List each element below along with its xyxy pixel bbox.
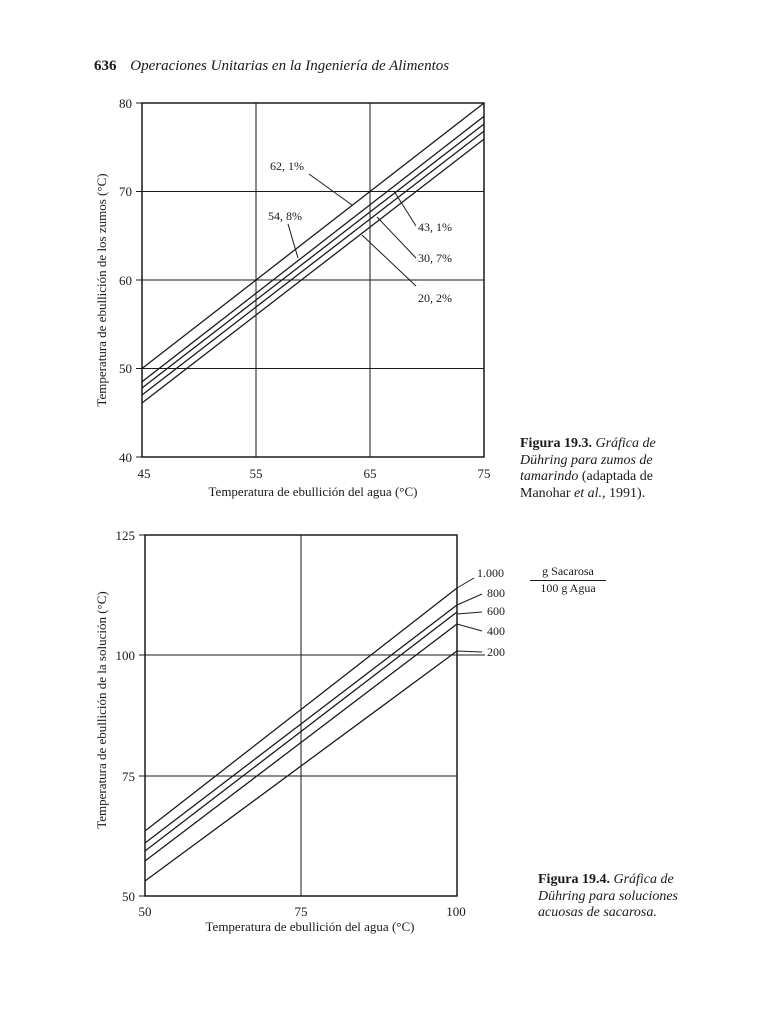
- series-line-43-1: [141, 123, 485, 389]
- leader-62-1: [308, 173, 353, 206]
- page-header: 636 Operaciones Unitarias en la Ingenier…: [94, 58, 449, 75]
- ytick-label: 70: [119, 184, 132, 199]
- series-line-54-8: [141, 115, 485, 383]
- ytick-label: 125: [116, 528, 136, 543]
- caption-etal: et al.: [574, 485, 603, 501]
- leader-400: [456, 623, 483, 632]
- series-label-400: 400: [487, 624, 505, 638]
- ytick-label: 75: [122, 769, 135, 784]
- xtick-label: 50: [139, 904, 152, 919]
- series-line-800: [144, 604, 458, 844]
- figure-19-4-caption: Figura 19.4. Gráfica de Dühring para sol…: [538, 872, 678, 922]
- caption-source: (adaptada de Manohar: [520, 469, 653, 501]
- units-fraction: g Sacarosa 100 g Agua: [530, 564, 606, 596]
- page-number: 636: [94, 58, 117, 74]
- xtick-label: 75: [295, 904, 308, 919]
- series-line-30-7: [141, 130, 485, 396]
- ytick-label: 50: [122, 889, 135, 904]
- series-label-800: 800: [487, 586, 505, 600]
- caption-title: Gráfica de Dühring para zumos de tamarin…: [520, 436, 656, 484]
- leader-54-8: [287, 223, 299, 259]
- series-label-1000: 1.000: [477, 566, 504, 580]
- series-line-20-2: [141, 138, 485, 404]
- leader-600: [456, 611, 483, 615]
- book-title: Operaciones Unitarias en la Ingeniería d…: [130, 58, 450, 74]
- y-axis-title: Temperatura de ebullición de los zumos (…: [94, 173, 109, 406]
- xtick-label: 55: [250, 466, 263, 481]
- ytick-label: 80: [119, 96, 132, 111]
- series-label-62-1: 62, 1%: [270, 159, 304, 173]
- xtick-label: 75: [478, 466, 491, 481]
- caption-year: , 1991).: [602, 485, 646, 501]
- leader-30-7: [376, 216, 417, 259]
- series-label-43-1: 43, 1%: [418, 220, 452, 234]
- xtick-label: 45: [138, 466, 151, 481]
- figure-19-3-caption: Figura 19.3. Gráfica de Dühring para zum…: [520, 436, 700, 502]
- ytick-label: 50: [119, 361, 132, 376]
- x-axis-title: Temperatura de ebullición del agua (°C): [209, 484, 418, 499]
- caption-figure-number: Figura 19.3.: [520, 436, 592, 451]
- series-line-600: [144, 611, 458, 852]
- ytick-label: 40: [119, 450, 132, 465]
- units-numerator: g Sacarosa: [530, 564, 606, 581]
- series-label-20-2: 20, 2%: [418, 291, 452, 305]
- leader-200: [456, 650, 483, 653]
- series-label-30-7: 30, 7%: [418, 251, 452, 265]
- series-line-200: [144, 650, 458, 882]
- leader-800: [456, 593, 483, 606]
- series-label-54-8: 54, 8%: [268, 209, 302, 223]
- series-label-600: 600: [487, 604, 505, 618]
- series-line-400: [144, 623, 458, 862]
- xtick-label: 65: [364, 466, 377, 481]
- ytick-label: 60: [119, 273, 132, 288]
- series-line-62-1: [141, 102, 485, 370]
- units-denominator: 100 g Agua: [540, 581, 596, 595]
- series-label-200: 200: [487, 645, 505, 659]
- xtick-label: 100: [446, 904, 466, 919]
- caption-title: Gráfica de Dühring para soluciones acuos…: [538, 872, 678, 920]
- x-axis-title: Temperatura de ebullición del agua (°C): [206, 919, 415, 934]
- leader-43-1: [393, 190, 417, 227]
- leader-20-2: [361, 234, 417, 287]
- caption-figure-number: Figura 19.4.: [538, 872, 610, 887]
- leader-1000: [456, 577, 475, 589]
- ytick-label: 100: [116, 648, 136, 663]
- y-axis-title: Temperatura de ebullición de la solución…: [94, 591, 109, 829]
- series-line-1000: [144, 587, 458, 832]
